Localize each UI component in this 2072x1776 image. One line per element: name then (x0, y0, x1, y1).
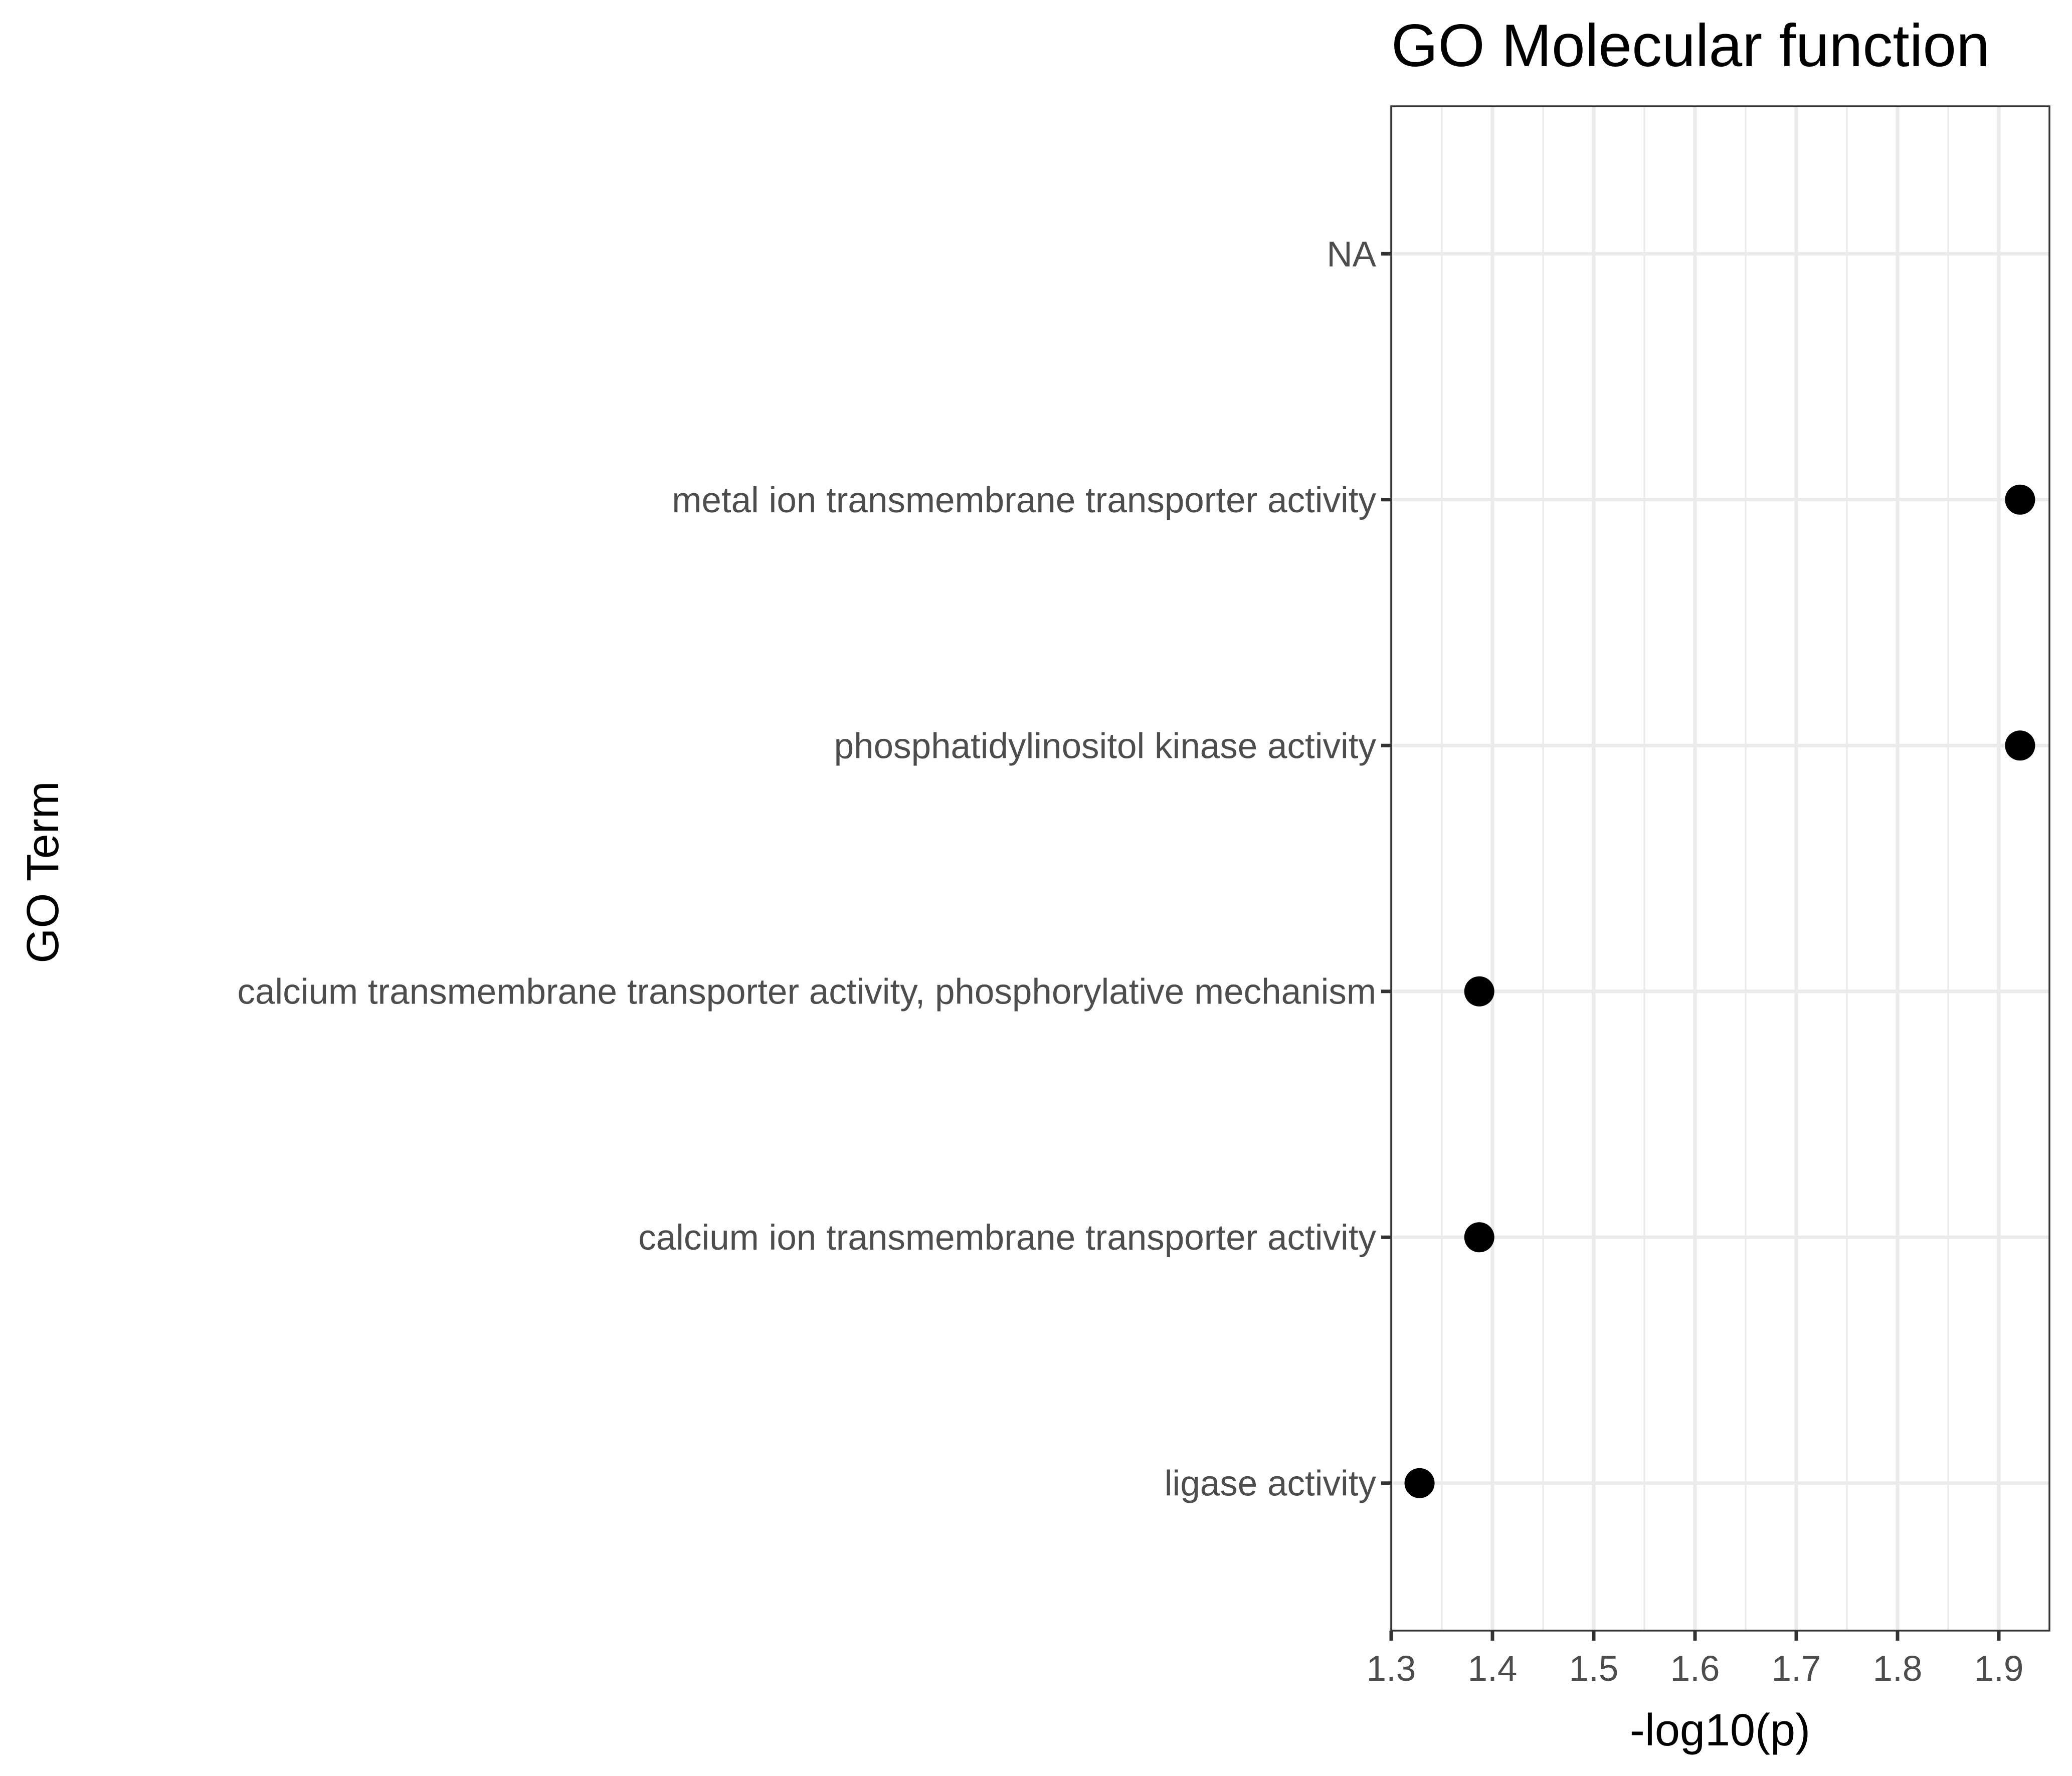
x-tick-label: 1.4 (1468, 1649, 1518, 1689)
y-tick-label: phosphatidylinositol kinase activity (834, 726, 1377, 766)
y-tick-label: metal ion transmembrane transporter acti… (672, 481, 1376, 520)
y-axis: NA metal ion transmembrane transporter ac… (237, 235, 1391, 1504)
y-tick-label: calcium ion transmembrane transporter ac… (638, 1218, 1376, 1258)
x-tick-label: 1.3 (1367, 1649, 1416, 1689)
x-tick-label: 1.6 (1670, 1649, 1720, 1689)
data-point (2005, 484, 2035, 515)
chart-title: GO Molecular function (1391, 12, 1990, 79)
data-point (2005, 730, 2035, 761)
points-layer (1404, 484, 2035, 1498)
data-point (1464, 1222, 1494, 1253)
y-tick-label: NA (1327, 235, 1376, 274)
data-point (1404, 1468, 1435, 1498)
y-tick-label: calcium transmembrane transporter activi… (237, 972, 1376, 1012)
x-axis-title: -log10(p) (1630, 1705, 1810, 1755)
x-tick-label: 1.9 (1974, 1649, 2024, 1689)
x-tick-label: 1.5 (1569, 1649, 1619, 1689)
y-tick-label: ligase activity (1165, 1464, 1377, 1504)
x-tick-label: 1.8 (1873, 1649, 1923, 1689)
x-tick-label: 1.7 (1772, 1649, 1821, 1689)
data-point (1464, 976, 1494, 1007)
x-axis: 1.3 1.4 1.5 1.6 1.7 1.8 1.9 (1367, 1631, 2024, 1689)
panel-border (1390, 105, 2050, 1632)
y-axis-title: GO Term (18, 781, 68, 963)
grid-layer (1389, 106, 2049, 1631)
